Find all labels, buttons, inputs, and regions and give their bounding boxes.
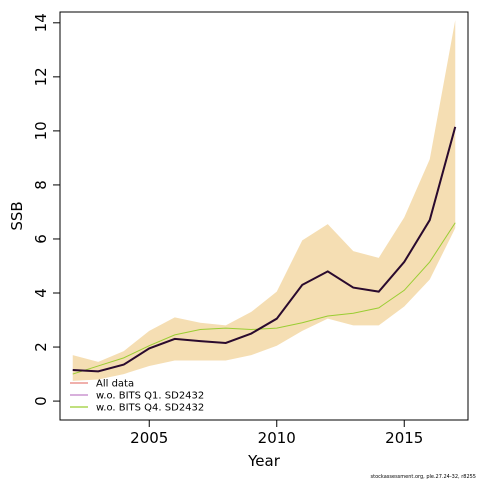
y-tick-label: 14 xyxy=(32,13,50,32)
series-line-q4 xyxy=(72,222,456,375)
credit-text: stockassessment.org, ple.27.24-32, r8255 xyxy=(371,474,476,480)
x-tick-label: 2005 xyxy=(130,429,168,447)
x-axis: 2005 2010 2015 xyxy=(130,419,423,447)
x-tick-label: 2015 xyxy=(385,429,423,447)
y-tick-label: 10 xyxy=(32,121,50,140)
series-line-all-data xyxy=(72,126,457,373)
y-tick-label: 8 xyxy=(32,180,50,190)
y-axis: 0 2 4 6 8 10 12 14 xyxy=(32,13,61,406)
confidence-band xyxy=(72,20,456,381)
y-tick-label: 4 xyxy=(32,288,50,298)
y-tick-label: 0 xyxy=(32,396,50,406)
legend-label: w.o. BITS Q4. SD2432 xyxy=(96,403,204,414)
legend-label: w.o. BITS Q1. SD2432 xyxy=(96,391,204,402)
x-tick-label: 2010 xyxy=(258,429,296,447)
y-tick-label: 2 xyxy=(32,342,50,352)
y-tick-label: 6 xyxy=(32,234,50,244)
legend-label: All data xyxy=(96,379,134,390)
x-axis-title: Year xyxy=(247,452,281,470)
y-tick-label: 12 xyxy=(32,67,50,86)
y-axis-title: SSB xyxy=(8,201,26,230)
